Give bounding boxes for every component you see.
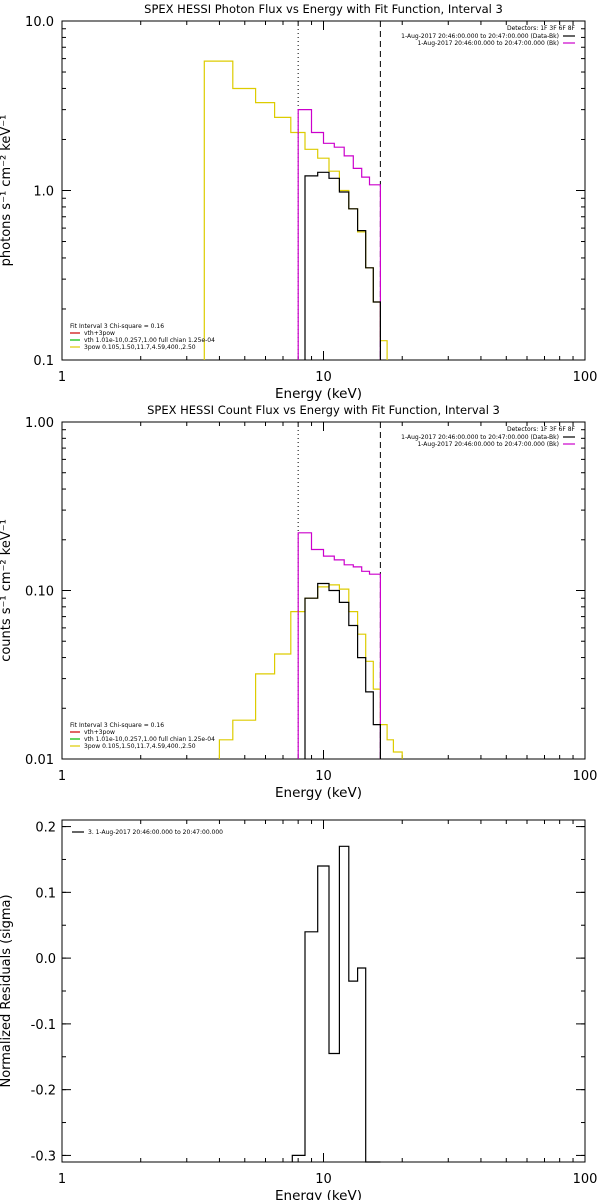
fit-legend-entry: vth+3pow: [84, 330, 115, 337]
histogram-series-3: [304, 171, 381, 360]
x-tick-label: 1: [58, 769, 66, 784]
x-tick-label: 100: [573, 769, 598, 784]
y-axis-label: photons s⁻¹ cm⁻² keV⁻¹: [0, 115, 14, 267]
legend-top: Detectors: 1F 3F 6F 8F1-Aug-2017 20:46:0…: [401, 426, 575, 448]
legend-top: 3. 1-Aug-2017 20:46:00.000 to 20:47:00.0…: [72, 829, 223, 836]
x-tick-label: 10: [315, 1172, 332, 1187]
fit-legend-entry: vth+3pow: [84, 729, 115, 736]
y-tick-label: 0.0: [35, 952, 56, 967]
legend-entry: 1-Aug-2017 20:46:00.000 to 20:47:00.000 …: [417, 441, 559, 448]
y-tick-label: 1.0: [33, 185, 54, 200]
y-axis-ticks: [62, 28, 585, 361]
histogram-series-1: [203, 60, 388, 360]
y-tick-label: 0.01: [25, 753, 54, 768]
y-tick-label: 0.2: [35, 821, 56, 836]
legend-entry: 1-Aug-2017 20:46:00.000 to 20:47:00.000 …: [401, 434, 559, 441]
chart-title: SPEX HESSI Photon Flux vs Energy with Fi…: [144, 2, 503, 16]
histogram-series-2: [297, 532, 381, 759]
legend-header: Detectors: 1F 3F 6F 8F: [507, 25, 576, 32]
panel-2: SPEX HESSI Count Flux vs Energy with Fit…: [0, 403, 597, 801]
plot-frame: [61, 20, 586, 361]
fit-legend-header: Fit Interval 3 Chi-square = 0.16: [70, 722, 164, 729]
legend-fit: Fit Interval 3 Chi-square = 0.16vth+3pow…: [70, 722, 215, 750]
legend-fit: Fit Interval 3 Chi-square = 0.16vth+3pow…: [70, 323, 215, 351]
plot-frame: [61, 421, 586, 760]
x-tick-label: 1: [58, 370, 66, 385]
legend-header: Detectors: 1F 3F 6F 8F: [507, 426, 576, 433]
y-tick-label: 0.1: [33, 354, 54, 369]
x-axis-ticks: [61, 820, 574, 1162]
x-axis-label: Energy (keV): [275, 785, 362, 801]
x-tick-label: 100: [573, 1172, 598, 1187]
y-tick-label: -0.1: [31, 1018, 56, 1033]
x-axis-label: Energy (keV): [275, 386, 362, 402]
histogram-series-1: [291, 845, 381, 1163]
y-axis-ticks: [62, 429, 585, 760]
x-tick-label: 1: [58, 1172, 66, 1187]
fit-legend-entry: vth 1.01e-10,0.257,1.00 full chian 1.25e…: [84, 736, 215, 743]
panel-3: 1 10 100 -0.3 -0.2 -0.1 0.0 0.1 0.2 Energy (keV) N…: [0, 819, 598, 1200]
legend-entry: 1-Aug-2017 20:46:00.000 to 20:47:00.000 …: [401, 33, 559, 40]
fit-legend-header: Fit Interval 3 Chi-square = 0.16: [70, 323, 164, 330]
y-axis-ticks: [62, 826, 585, 1156]
fit-legend-entry: 3pow 0.105,1.50,11.7,4.59,400.,2.50: [84, 344, 196, 351]
histogram-series-3: [304, 582, 381, 759]
y-axis-label: Normalized Residuals (sigma): [0, 894, 14, 1087]
fit-legend-entry: 3pow 0.105,1.50,11.7,4.59,400.,2.50: [84, 743, 196, 750]
y-tick-label: 0.1: [35, 886, 56, 901]
legend-entry: 3. 1-Aug-2017 20:46:00.000 to 20:47:00.0…: [88, 829, 223, 836]
histogram-series-1: [218, 584, 403, 759]
x-axis-label: Energy (keV): [275, 1188, 362, 1200]
x-tick-label: 10: [315, 370, 332, 385]
y-tick-label: 1.00: [25, 416, 54, 431]
chart-title: SPEX HESSI Count Flux vs Energy with Fit…: [147, 403, 500, 417]
histogram-series-2: [297, 109, 381, 360]
legend-top: Detectors: 1F 3F 6F 8F1-Aug-2017 20:46:0…: [401, 25, 575, 47]
x-tick-label: 10: [315, 769, 332, 784]
y-tick-label: -0.3: [31, 1149, 56, 1164]
fit-legend-entry: vth 1.01e-10,0.257,1.00 full chian 1.25e…: [84, 337, 215, 344]
panel-1: SPEX HESSI Photon Flux vs Energy with Fi…: [0, 2, 597, 402]
legend-entry: 1-Aug-2017 20:46:00.000 to 20:47:00.000 …: [417, 40, 559, 47]
x-tick-label: 100: [573, 370, 598, 385]
y-tick-label: -0.2: [31, 1084, 56, 1099]
y-axis-label: counts s⁻¹ cm⁻² keV⁻¹: [0, 519, 14, 662]
x-axis-ticks: [61, 21, 574, 360]
y-tick-label: 0.10: [25, 585, 54, 600]
y-tick-label: 10.0: [25, 15, 54, 30]
plot-frame: [61, 819, 586, 1163]
